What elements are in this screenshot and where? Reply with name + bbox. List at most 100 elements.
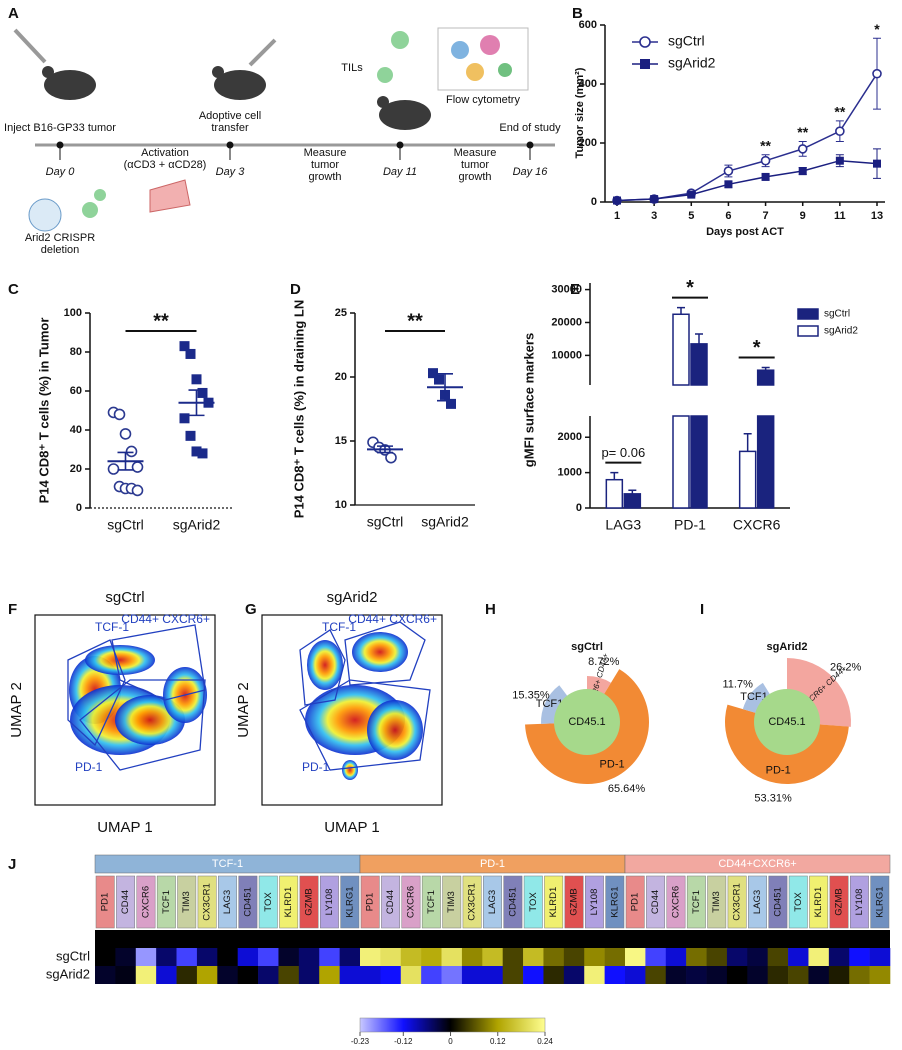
step-label: Activation	[141, 147, 189, 159]
heatmap-cell	[767, 966, 789, 984]
marker	[131, 484, 144, 497]
marker-label: CD44	[120, 890, 131, 914]
heatmap-cell	[421, 948, 442, 966]
mouse	[212, 66, 224, 78]
marker-header	[462, 875, 482, 929]
y-axis-label: UMAP 2	[8, 682, 25, 738]
y-tick-label: 40	[70, 424, 82, 436]
marker-label: KLRD1	[283, 887, 294, 918]
marker	[179, 341, 190, 352]
step-label: growth	[458, 171, 491, 183]
marker-label: TOX	[793, 892, 804, 912]
x-tick-label: LAG3	[605, 517, 641, 533]
heatmap-cell	[339, 966, 361, 984]
timeline-dot	[226, 141, 234, 149]
marker	[761, 172, 770, 181]
colorbar-label: 0	[448, 1037, 453, 1046]
marker-label: LY108	[854, 889, 865, 916]
marker-label: KLRG1	[609, 886, 620, 917]
marker-header	[319, 875, 339, 929]
marker	[191, 374, 202, 385]
y-axis-label: P14 CD8⁺ T cells (%) in draining LN	[291, 300, 306, 519]
marker-header	[299, 875, 319, 929]
y-tick-label: 30000	[551, 283, 582, 295]
y-tick-label: 20	[335, 371, 347, 383]
heatmap-cell	[258, 948, 279, 966]
heatmap-cell	[380, 966, 402, 984]
heatmap-cell	[645, 966, 667, 984]
bar	[738, 450, 757, 509]
sem-bar	[188, 389, 205, 417]
umap-frame	[34, 614, 216, 806]
umap-title: sgArid2	[327, 589, 378, 606]
marker-header	[707, 875, 727, 929]
heatmap-cell	[258, 966, 279, 984]
panel-label: I	[700, 601, 704, 618]
event-label: Adoptive cell	[199, 110, 261, 122]
marker	[434, 374, 444, 385]
heatmap-cell	[543, 966, 565, 984]
slice-label: TCF1	[740, 691, 768, 703]
heatmap-cell	[441, 966, 463, 984]
marker-label: KLRD1	[813, 887, 824, 918]
marker-label: LAG3	[222, 890, 233, 914]
value-label: 15.35%	[512, 689, 550, 701]
marker-label: GZMB	[834, 888, 845, 915]
legend-swatch	[797, 308, 819, 320]
colorbar	[359, 1017, 546, 1033]
marker-header	[197, 875, 217, 929]
crispr-label: Arid2 CRISPR	[25, 232, 95, 244]
heatmap-cell	[767, 948, 789, 966]
marker-header	[177, 875, 197, 929]
heatmap-cell	[196, 966, 218, 984]
gate-label: CD44+ CXCR6+	[121, 612, 210, 626]
legend-label: sgArid2	[824, 326, 858, 337]
marker	[428, 368, 438, 379]
marker-label: TIM3	[181, 891, 192, 913]
heatmap-cell	[95, 948, 116, 966]
marker-label: CX3CR1	[202, 883, 213, 921]
marker-header	[686, 875, 706, 929]
value-label: 53.31%	[754, 793, 792, 805]
gate	[299, 629, 346, 706]
heatmap-cell	[828, 948, 850, 966]
day-label: Day 11	[383, 166, 417, 178]
heatmap-cell	[380, 948, 402, 966]
panel-label: J	[8, 856, 16, 873]
value-label: 11.7%	[722, 678, 753, 690]
row-label: sgArid2	[46, 966, 90, 981]
marker	[131, 461, 144, 473]
heatmap-cell	[625, 948, 646, 966]
error-bar	[610, 471, 619, 480]
schematic	[13, 27, 529, 232]
marker-header	[788, 875, 808, 929]
marker	[385, 451, 397, 464]
gate	[299, 679, 431, 771]
marker-label: TIM3	[711, 891, 722, 913]
heatmap-cell	[441, 948, 463, 966]
bar	[672, 415, 690, 509]
significance: **	[153, 310, 169, 332]
x-tick-label: sgArid2	[421, 514, 469, 530]
marker-header	[584, 875, 604, 929]
x-axis-label: UMAP 1	[324, 819, 380, 836]
timeline-dot	[56, 141, 64, 149]
x-tick-label: 11	[834, 210, 846, 222]
heatmap-cell	[808, 948, 830, 966]
cell	[82, 202, 98, 218]
error-bar	[628, 489, 637, 494]
significance: **	[407, 310, 423, 332]
heatmap-cell	[115, 966, 137, 984]
heatmap-cell	[543, 948, 565, 966]
flow-plot	[437, 27, 529, 91]
heatmap-cell	[461, 948, 483, 966]
panel-label: E	[570, 281, 580, 298]
marker-header	[849, 875, 869, 929]
marker-header	[523, 875, 543, 929]
marker-header	[483, 875, 502, 929]
marker-label: LAG3	[752, 890, 763, 914]
gate	[111, 624, 206, 701]
marker	[446, 398, 456, 409]
y-tick-label: 80	[70, 346, 82, 358]
marker-header	[768, 875, 788, 929]
